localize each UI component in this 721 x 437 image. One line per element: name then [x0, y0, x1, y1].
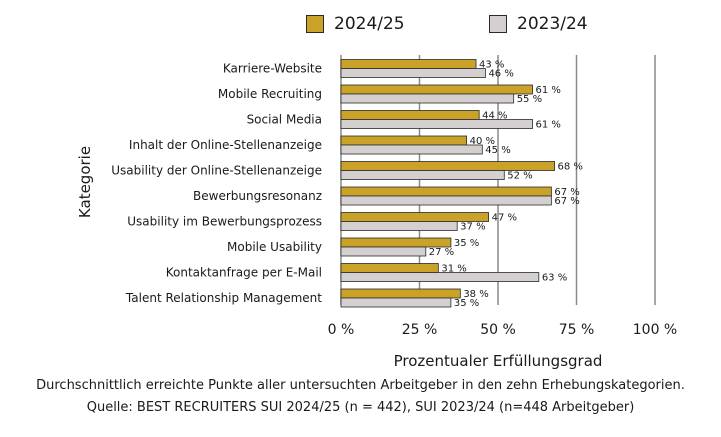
x-axis-label: Prozentualer Erfüllungsgrad	[394, 352, 603, 370]
category-label: Karriere-Website	[223, 62, 322, 76]
caption-line-1: Durchschnittlich erreichte Punkte aller …	[36, 378, 685, 393]
value-label-2024-25: 44 %	[482, 111, 507, 122]
value-label-2024-25: 61 %	[536, 85, 561, 96]
caption-line-2: Quelle: BEST RECRUITERS SUI 2024/25 (n =…	[86, 400, 635, 415]
bar-2024-25	[340, 110, 480, 120]
bar-2023-24	[340, 272, 540, 282]
bar-2023-24	[340, 246, 427, 257]
legend-swatch-2023-24	[489, 15, 507, 33]
value-label-2023-24: 46 %	[488, 69, 513, 80]
bar-2024-25	[340, 212, 489, 222]
x-tick-label: 100 %	[633, 322, 677, 338]
value-label-2024-25: 40 %	[470, 136, 495, 147]
value-label-2023-24: 27 %	[429, 247, 454, 258]
legend-label-2023-24: 2023/24	[517, 14, 588, 34]
value-label-2024-25: 68 %	[558, 162, 583, 173]
category-label: Kontaktanfrage per E-Mail	[166, 266, 322, 280]
category-label: Bewerbungsresonanz	[193, 189, 322, 203]
value-labels: 43 %46 %61 %55 %44 %61 %40 %45 %68 %52 %…	[429, 60, 583, 310]
legend-swatch-2024-25	[306, 15, 324, 33]
x-tick-label: 0 %	[328, 322, 355, 338]
bar-2024-25	[340, 288, 461, 299]
bar-2023-24	[340, 144, 483, 155]
value-label-2023-24: 55 %	[517, 94, 542, 105]
value-label-2023-24: 35 %	[454, 298, 479, 309]
category-label: Usability im Bewerbungsprozess	[127, 215, 322, 229]
bar-2024-25	[340, 161, 555, 171]
bar-2024-25	[340, 186, 552, 197]
value-label-2023-24: 37 %	[460, 222, 485, 233]
value-label-2024-25: 43 %	[479, 60, 504, 71]
bar-2024-25	[340, 263, 439, 273]
bar-2024-25	[340, 59, 477, 69]
category-labels: Karriere-Website Mobile Recruiting Social …	[111, 62, 322, 306]
x-tick-label: 75 %	[559, 322, 595, 338]
value-label-2023-24: 61 %	[536, 120, 561, 131]
category-label: Inhalt der Online-Stellenanzeige	[129, 138, 322, 152]
bar-2023-24	[340, 68, 486, 78]
category-label: Talent Relationship Management	[125, 291, 322, 305]
bar-2023-24	[340, 170, 505, 180]
legend-label-2024-25: 2024/25	[334, 14, 405, 34]
bars	[340, 59, 555, 308]
category-label: Mobile Recruiting	[218, 87, 322, 101]
legend-item-2023-24: 2023/24	[489, 14, 588, 34]
bar-2023-24	[340, 195, 552, 206]
bar-2024-25	[340, 135, 467, 146]
bar-2023-24	[340, 297, 452, 308]
value-label-2024-25: 35 %	[454, 238, 479, 249]
value-label-2024-25: 47 %	[492, 213, 517, 224]
legend-item-2024-25: 2024/25	[306, 14, 405, 34]
legend: 2024/25 2023/24	[0, 14, 721, 44]
value-label-2023-24: 67 %	[554, 196, 579, 207]
value-label-2023-24: 45 %	[485, 145, 510, 156]
y-axis-label: Kategorie	[76, 146, 94, 218]
category-label: Social Media	[247, 113, 322, 127]
value-label-2024-25: 38 %	[463, 289, 488, 300]
value-label-2024-25: 67 %	[554, 187, 579, 198]
value-label-2023-24: 52 %	[507, 171, 532, 182]
x-tick-label: 25 %	[402, 322, 438, 338]
bar-2023-24	[340, 221, 458, 231]
bar-2024-25	[340, 84, 533, 95]
category-label: Mobile Usability	[227, 240, 322, 254]
bar-2023-24	[340, 93, 515, 104]
bar-2024-25	[340, 237, 452, 248]
value-label-2024-25: 31 %	[441, 264, 466, 275]
category-label: Usability der Online-Stellenanzeige	[111, 164, 322, 178]
bar-2023-24	[340, 119, 533, 129]
x-tick-labels: 0 % 25 % 50 % 75 % 100 %	[328, 322, 678, 338]
x-tick-label: 50 %	[480, 322, 516, 338]
value-label-2023-24: 63 %	[542, 273, 567, 284]
